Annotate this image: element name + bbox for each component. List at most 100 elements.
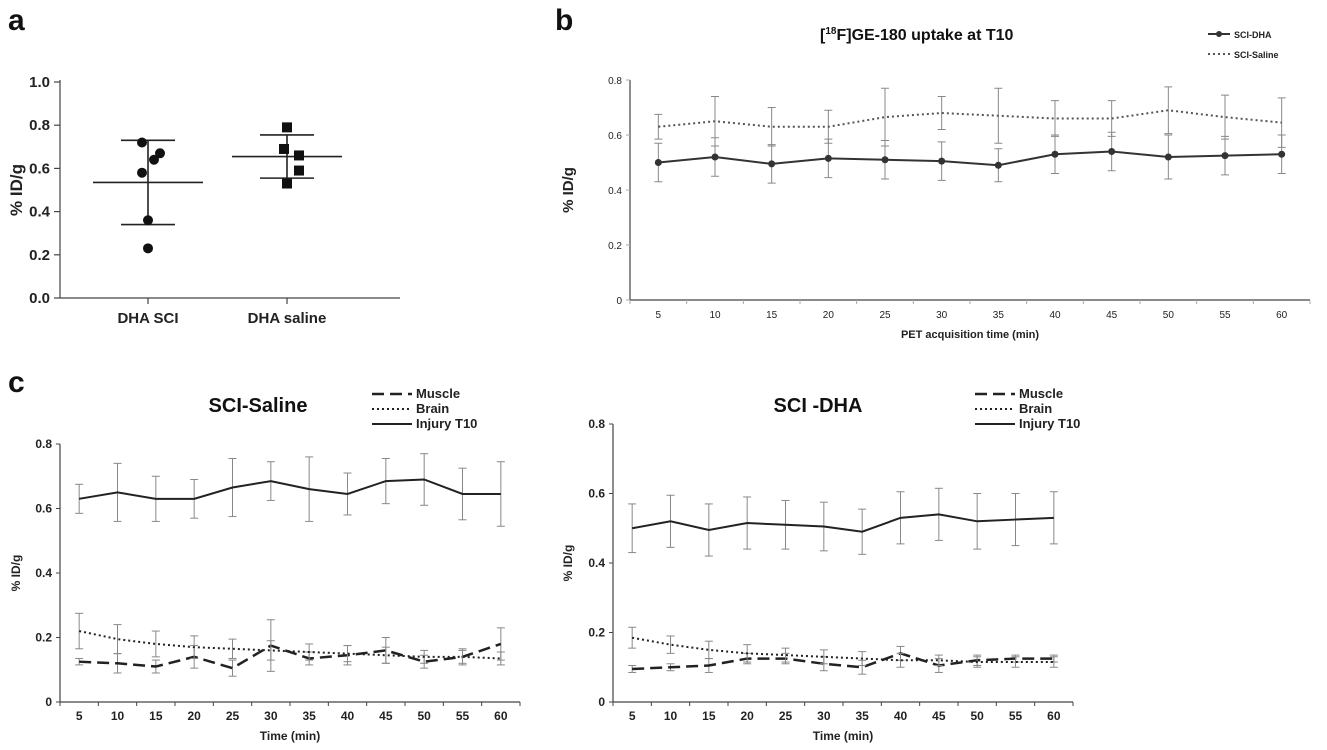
y-tick-label: 0.2 (588, 626, 605, 640)
x-tick-label: 45 (932, 709, 946, 723)
series-point (1108, 148, 1116, 155)
y-tick-label: 0 (598, 695, 605, 709)
a-x-tick-label: DHA SCI (117, 310, 178, 327)
legend-label: Injury T10 (1019, 416, 1080, 431)
series-line-0 (658, 150, 1282, 167)
a-y-tick-label: 0.8 (29, 117, 50, 134)
y-tick-label: 0.6 (588, 487, 605, 501)
chart-b-title-main: GE-180 uptake at T10 (852, 27, 1014, 44)
series-point (881, 156, 889, 164)
x-tick-label: 5 (76, 709, 83, 723)
x-tick-label: 50 (1163, 310, 1175, 321)
legend-label: Muscle (1019, 386, 1063, 401)
x-tick-label: 45 (1106, 310, 1118, 321)
x-tick-label: 5 (629, 709, 636, 723)
x-tick-label: 15 (702, 709, 716, 723)
x-tick-label: 10 (111, 709, 125, 723)
y-tick-label: 0.4 (608, 186, 622, 197)
x-tick-label: 10 (709, 310, 721, 321)
series-point (938, 157, 946, 165)
x-tick-label: 35 (993, 310, 1005, 321)
chart-b-title-mid: F] (836, 27, 851, 44)
a-point (294, 150, 304, 161)
legend-label: SCI-Saline (1234, 50, 1279, 60)
y-tick-label: 0.6 (35, 502, 52, 516)
x-axis-label: PET acquisition time (min) (901, 329, 1039, 341)
y-tick-label: 0 (45, 695, 52, 709)
y-axis-label: % ID/g (561, 545, 575, 582)
series-line-2 (79, 478, 501, 500)
x-tick-label: 20 (740, 709, 754, 723)
x-tick-label: 15 (149, 709, 163, 723)
x-tick-label: 50 (417, 709, 431, 723)
a-y-tick-label: 0.4 (29, 204, 51, 221)
x-tick-label: 60 (1276, 310, 1288, 321)
x-tick-label: 60 (494, 709, 508, 723)
x-tick-label: 25 (779, 709, 793, 723)
a-y-tick-label: 0.2 (29, 247, 50, 264)
chart-b-title-superscript: 18 (825, 26, 837, 37)
a-point (137, 137, 147, 148)
a-y-axis-label: % ID/g (7, 164, 26, 216)
x-tick-label: 45 (379, 709, 393, 723)
y-axis-label: % ID/g (9, 555, 23, 592)
series-point (1278, 150, 1286, 158)
x-tick-label: 55 (1009, 709, 1023, 723)
x-tick-label: 25 (226, 709, 240, 723)
series-line-1 (658, 109, 1282, 128)
chart-title: SCI-Saline (209, 395, 308, 417)
x-tick-label: 35 (302, 709, 316, 723)
y-tick-label: 0.8 (35, 437, 52, 451)
panel-label-c: c (8, 366, 25, 399)
x-tick-label: 30 (817, 709, 831, 723)
a-point (294, 165, 304, 176)
x-tick-label: 5 (656, 310, 662, 321)
y-tick-label: 0.2 (608, 241, 622, 252)
series-line-0 (632, 652, 1054, 671)
chart-b-title: [18F]GE-180 uptake at T10 (820, 26, 1014, 44)
chart-a-scatter: 0.0 0.2 0.4 0.6 0.8 1.0 % ID/g DHA SCI DHA salin… (7, 74, 400, 327)
chart-b-line: 0 0.2 0.4 0.6 0.8 5 10 15 20 25 30 35 40 45 50 55 60 PET … (560, 30, 1311, 341)
series-point (654, 159, 662, 166)
legend-marker (1216, 31, 1222, 37)
legend-label: Brain (416, 401, 449, 416)
series-point (824, 154, 832, 162)
a-point (137, 167, 147, 178)
a-point (282, 178, 292, 189)
x-tick-label: 20 (823, 310, 835, 321)
x-tick-label: 10 (664, 709, 678, 723)
x-tick-label: 60 (1047, 709, 1061, 723)
legend-label: Brain (1019, 401, 1052, 416)
x-tick-label: 30 (264, 709, 278, 723)
y-tick-label: 0 (616, 296, 622, 307)
series-point (1051, 150, 1059, 158)
chart-title: SCI -DHA (774, 395, 863, 417)
a-y-tick-label: 1.0 (29, 74, 50, 91)
legend-label: Muscle (416, 386, 460, 401)
panel-label-b: b (555, 4, 573, 37)
chart-c-dha-line: 0 0.2 0.4 0.6 0.8 5 10 15 20 25 30 35 40 45 50 55 60 Time… (561, 386, 1080, 743)
a-point (143, 243, 153, 254)
series-line-1 (631, 636, 1054, 664)
x-axis-label: Time (min) (813, 729, 873, 743)
x-tick-label: 55 (1219, 310, 1231, 321)
legend-label: Injury T10 (416, 416, 477, 431)
series-point (1164, 153, 1172, 161)
series-point (711, 153, 719, 161)
panel-label-a: a (8, 4, 25, 37)
x-tick-label: 15 (766, 310, 778, 321)
y-tick-label: 0.8 (608, 76, 622, 87)
series-line-2 (631, 513, 1054, 533)
x-tick-label: 35 (855, 709, 869, 723)
chart-c-saline-line: 0 0.2 0.4 0.6 0.8 5 10 15 20 25 30 35 40 45 50 55 60 Time… (9, 386, 521, 743)
y-tick-label: 0.6 (608, 131, 622, 142)
series-point (994, 161, 1002, 169)
legend-label: SCI-DHA (1234, 30, 1272, 40)
y-tick-label: 0.2 (35, 631, 52, 645)
x-tick-label: 50 (970, 709, 984, 723)
x-tick-label: 25 (879, 310, 891, 321)
x-tick-label: 55 (456, 709, 470, 723)
a-point (282, 122, 292, 133)
series-point (768, 160, 776, 168)
